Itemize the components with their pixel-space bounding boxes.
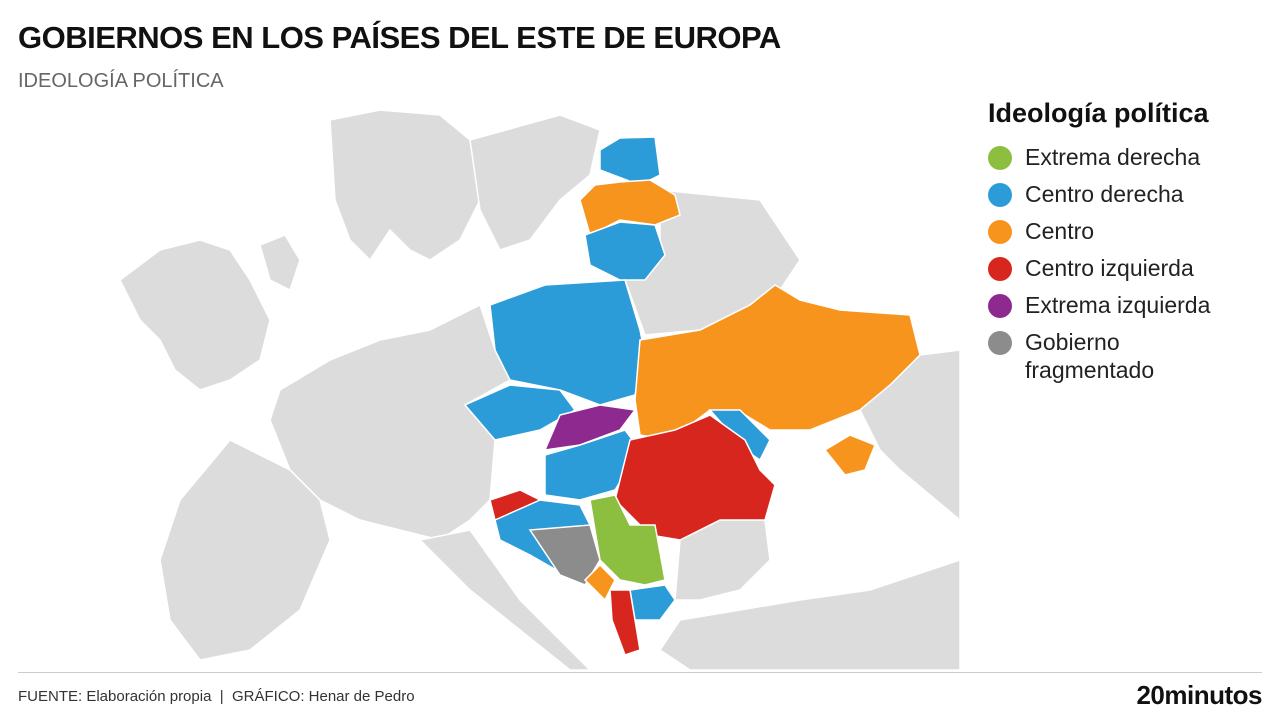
legend-swatch — [988, 146, 1012, 170]
country — [823, 434, 876, 476]
source: FUENTE: Elaboración propia | GRÁFICO: He… — [18, 688, 415, 705]
legend-swatch — [988, 331, 1012, 355]
legend-item: Extrema izquierda — [988, 291, 1268, 319]
background-land — [119, 110, 960, 670]
country — [584, 221, 666, 281]
country — [609, 589, 641, 656]
country — [599, 136, 661, 186]
legend-label: Centro derecha — [1025, 181, 1184, 207]
legend-title: Ideología política — [988, 98, 1209, 128]
legend-item: Centro derecha — [988, 180, 1268, 208]
legend-item: Gobierno fragmentado — [988, 328, 1268, 384]
country — [589, 494, 666, 586]
country — [543, 404, 637, 451]
legend-label: Extrema izquierda — [1025, 292, 1211, 318]
legend-swatch — [988, 257, 1012, 281]
legend-label: Extrema derecha — [1025, 144, 1201, 170]
subtitle: IDEOLOGÍA POLÍTICA — [18, 70, 224, 92]
legend-label: Gobierno fragmentado — [1025, 329, 1155, 383]
countries — [463, 136, 921, 656]
legend-label: Centro — [1025, 218, 1095, 244]
country — [629, 584, 676, 621]
legend-label: Centro izquierda — [1025, 255, 1194, 281]
legend-swatch — [988, 220, 1012, 244]
brand: 20minutos — [1136, 680, 1262, 710]
legend-item: Centro izquierda — [988, 254, 1268, 282]
legend: Ideología política Extrema derecha Centro… — [988, 98, 1268, 393]
country — [583, 563, 616, 602]
legend-item: Extrema derecha — [988, 143, 1268, 171]
legend-swatch — [988, 294, 1012, 318]
map — [119, 110, 960, 670]
country — [463, 384, 577, 441]
legend-swatch — [988, 183, 1012, 207]
legend-items: Extrema derecha Centro derecha Centro Centr… — [988, 143, 1268, 384]
divider — [18, 672, 1262, 673]
legend-item: Centro — [988, 217, 1268, 245]
title: GOBIERNOS EN LOS PAÍSES DEL ESTE DE EURO… — [18, 20, 781, 55]
